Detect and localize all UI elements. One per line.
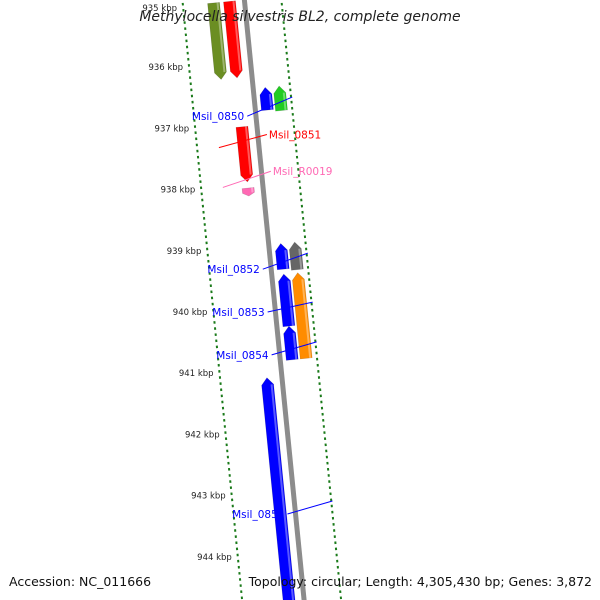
tick-label-940: 940 kbp <box>173 308 208 318</box>
leader-line-Msil_0850 <box>247 96 293 117</box>
gene-arrow-feature-1 <box>207 2 227 80</box>
tick-label-937: 937 kbp <box>155 124 190 134</box>
tick-label-944: 944 kbp <box>197 553 232 563</box>
tick-label-936: 936 kbp <box>148 63 183 73</box>
gene-highlight <box>216 2 226 73</box>
gene-highlight <box>270 384 295 600</box>
tick-label-943: 943 kbp <box>191 492 226 502</box>
gene-label-Msil_0852: Msil_0852 <box>207 264 259 276</box>
gene-label-Msil_R0019: Msil_R0019 <box>273 166 333 178</box>
tick-label-935: 935 kbp <box>142 4 177 14</box>
gene-highlight <box>301 279 312 359</box>
tick-label-941: 941 kbp <box>179 369 214 379</box>
gene-arrow-feature-9 <box>292 272 313 360</box>
leader-line-Msil_0853 <box>267 301 313 313</box>
gene-arrow-Msil_0850 <box>259 86 274 111</box>
gene-label-Msil_0851: Msil_0851 <box>269 130 321 142</box>
gene-label-Msil_0850: Msil_0850 <box>192 111 244 123</box>
gene-highlight <box>287 280 294 326</box>
gene-label-Msil_0854: Msil_0854 <box>216 350 269 362</box>
ruler-left <box>181 2 244 600</box>
leader-line-Msil_0855 <box>287 500 333 515</box>
gene-arrow-feature-2 <box>273 85 288 112</box>
gene-arrow-Msil_0854 <box>283 325 299 361</box>
gene-highlight <box>292 332 298 360</box>
gene-highlight <box>282 92 287 111</box>
gene-labels: Msil_0850 Msil_0851 Msil_R0019 Msil_0852 Msi… <box>192 96 333 521</box>
accession-text: Accession: NC_011666 <box>9 574 152 589</box>
gene-arrow-feature-0 <box>223 0 243 79</box>
leader-line-Msil_0851 <box>218 134 268 149</box>
backbone <box>241 0 307 600</box>
backbone-line <box>241 0 307 600</box>
gene-highlight <box>268 93 273 110</box>
topology-text: Topology: circular; Length: 4,305,430 bp… <box>248 574 592 589</box>
ruler-right <box>280 2 343 600</box>
tick-label-942: 942 kbp <box>185 430 220 440</box>
gene-arrow-Msil_R0019 <box>241 187 255 197</box>
gene-arrow-Msil_0855 <box>261 377 296 600</box>
gene-highlight <box>232 0 242 71</box>
gene-arrow-Msil_0851 <box>235 125 254 183</box>
map-title: Methylocella silvestris BL2, complete ge… <box>139 9 461 25</box>
leader-line-Msil_0854 <box>271 341 317 356</box>
leader-line-Msil_0852 <box>262 252 308 270</box>
tick-label-938: 938 kbp <box>161 186 196 196</box>
gene-highlight <box>284 249 289 269</box>
gene-highlight <box>298 248 303 270</box>
tick-label-939: 939 kbp <box>167 247 202 257</box>
gene-label-Msil_0855: Msil_0855 <box>232 509 284 521</box>
leader-line-Msil_R0019 <box>222 170 272 188</box>
gene-label-Msil_0853: Msil_0853 <box>212 307 264 319</box>
ruler: 935 kbp 936 kbp 937 kbp 938 kbp 939 kbp 940 k… <box>142 2 343 600</box>
gene-arrow-Msil_0852 <box>289 241 304 271</box>
gene-highlight <box>244 126 252 175</box>
